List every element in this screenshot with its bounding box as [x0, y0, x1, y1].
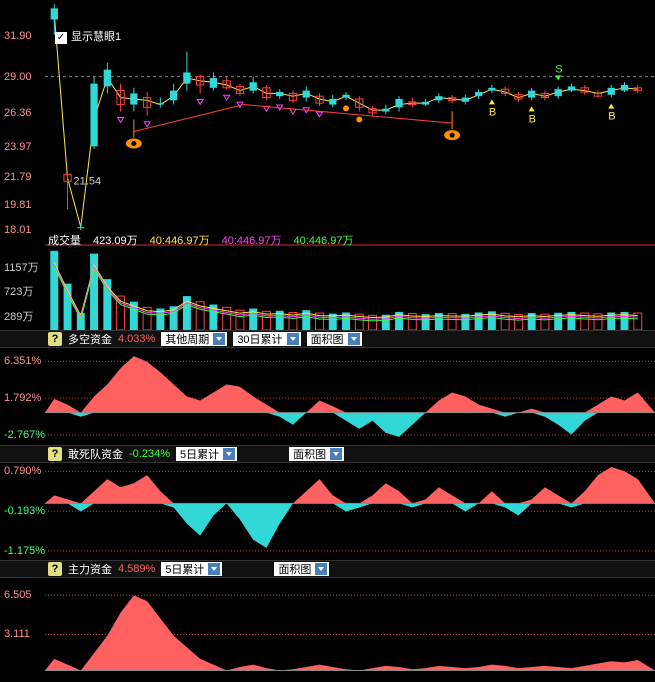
volume-header: 成交量 423.09万 40:446.97万 40:446.97万 40:446…: [48, 232, 353, 248]
svg-text:S: S: [555, 63, 562, 75]
select-5日累计[interactable]: 5日累计: [161, 562, 222, 576]
help-icon[interactable]: ?: [48, 447, 62, 461]
select-面积图[interactable]: 面积图: [274, 562, 329, 576]
indicator-header: ? 主力资金 4.589% 5日累计面积图: [0, 560, 655, 578]
svg-text:B: B: [608, 111, 615, 123]
price-y-axis: 31.9029.0026.3623.9721.7919.8118.01: [0, 0, 45, 230]
select-面积图[interactable]: 面积图: [289, 447, 344, 461]
y-axis: 0.790%-0.193%-1.175%: [0, 463, 45, 560]
indicator-plot[interactable]: [45, 463, 655, 560]
indicator-header: ? 敢死队资金 -0.234% 5日累计面积图: [0, 445, 655, 463]
help-icon[interactable]: ?: [48, 332, 62, 346]
select-面积图[interactable]: 面积图: [307, 332, 362, 346]
indicator-panel-0: ? 多空资金 4.033% 其他周期30日累计面积图 6.351%1.792%-…: [0, 330, 655, 445]
indicator-plot[interactable]: [45, 348, 655, 445]
indicator-panel-1: ? 敢死队资金 -0.234% 5日累计面积图 0.790%-0.193%-1.…: [0, 445, 655, 560]
indicator-header: ? 多空资金 4.033% 其他周期30日累计面积图: [0, 330, 655, 348]
help-icon[interactable]: ?: [48, 562, 62, 576]
indicator-plot[interactable]: [45, 578, 655, 682]
svg-text:B: B: [529, 113, 536, 125]
volume-y-axis: 1157万723万289万: [0, 230, 45, 330]
price-panel: ✓显示慧眼1 31.9029.0026.3623.9721.7919.8118.…: [0, 0, 655, 230]
legend-checkbox[interactable]: ✓显示慧眼1: [55, 28, 121, 44]
y-axis: 6.351%1.792%-2.767%: [0, 348, 45, 445]
select-其他周期[interactable]: 其他周期: [161, 332, 227, 346]
indicator-panel-2: ? 主力资金 4.589% 5日累计面积图 6.5053.111: [0, 560, 655, 682]
volume-panel: 1157万723万289万 成交量 423.09万 40:446.97万 40:…: [0, 230, 655, 330]
select-5日累计[interactable]: 5日累计: [176, 447, 237, 461]
y-axis: 6.5053.111: [0, 578, 45, 682]
svg-text:21.54: 21.54: [74, 176, 102, 188]
select-30日累计[interactable]: 30日累计: [233, 332, 300, 346]
price-plot[interactable]: B B B S 21.54: [45, 0, 655, 230]
svg-text:B: B: [489, 106, 496, 118]
